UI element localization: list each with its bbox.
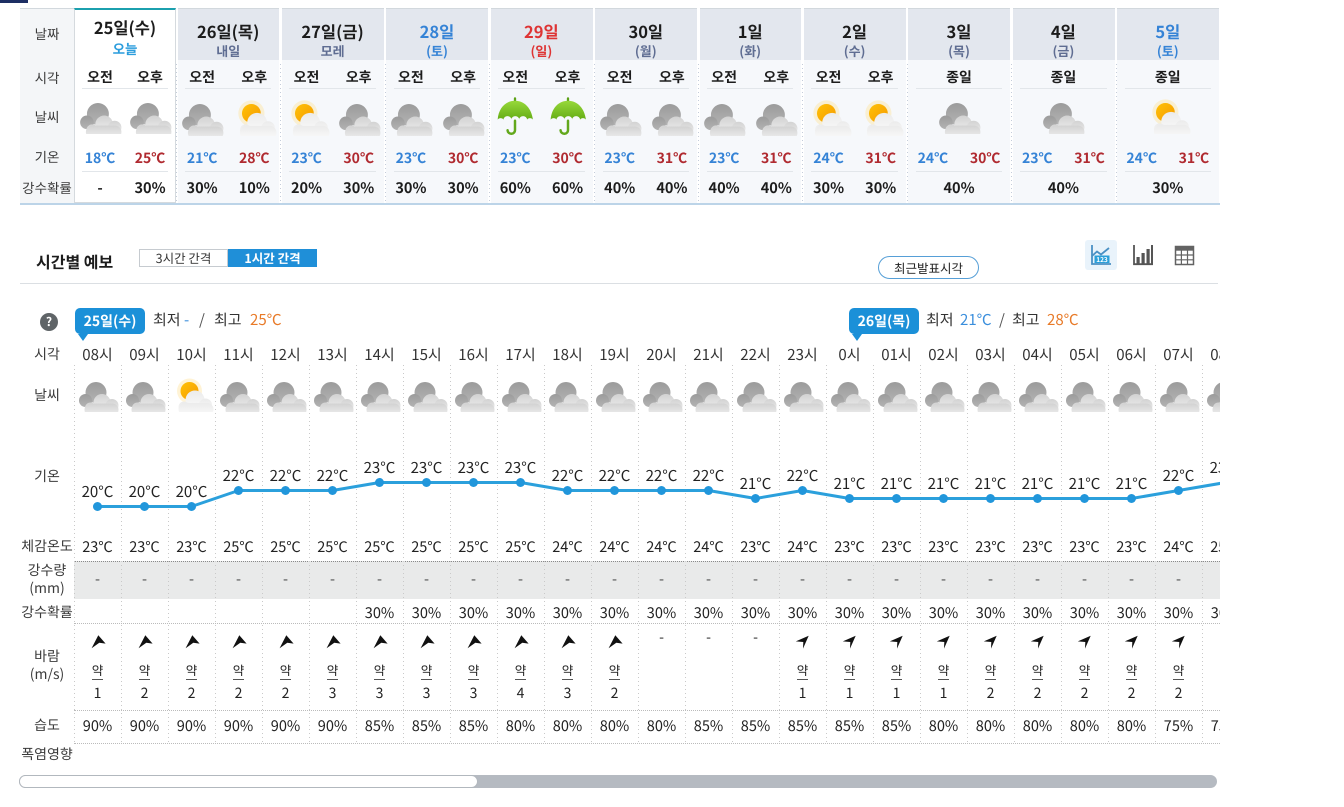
svg-text:123: 123	[1096, 254, 1108, 264]
